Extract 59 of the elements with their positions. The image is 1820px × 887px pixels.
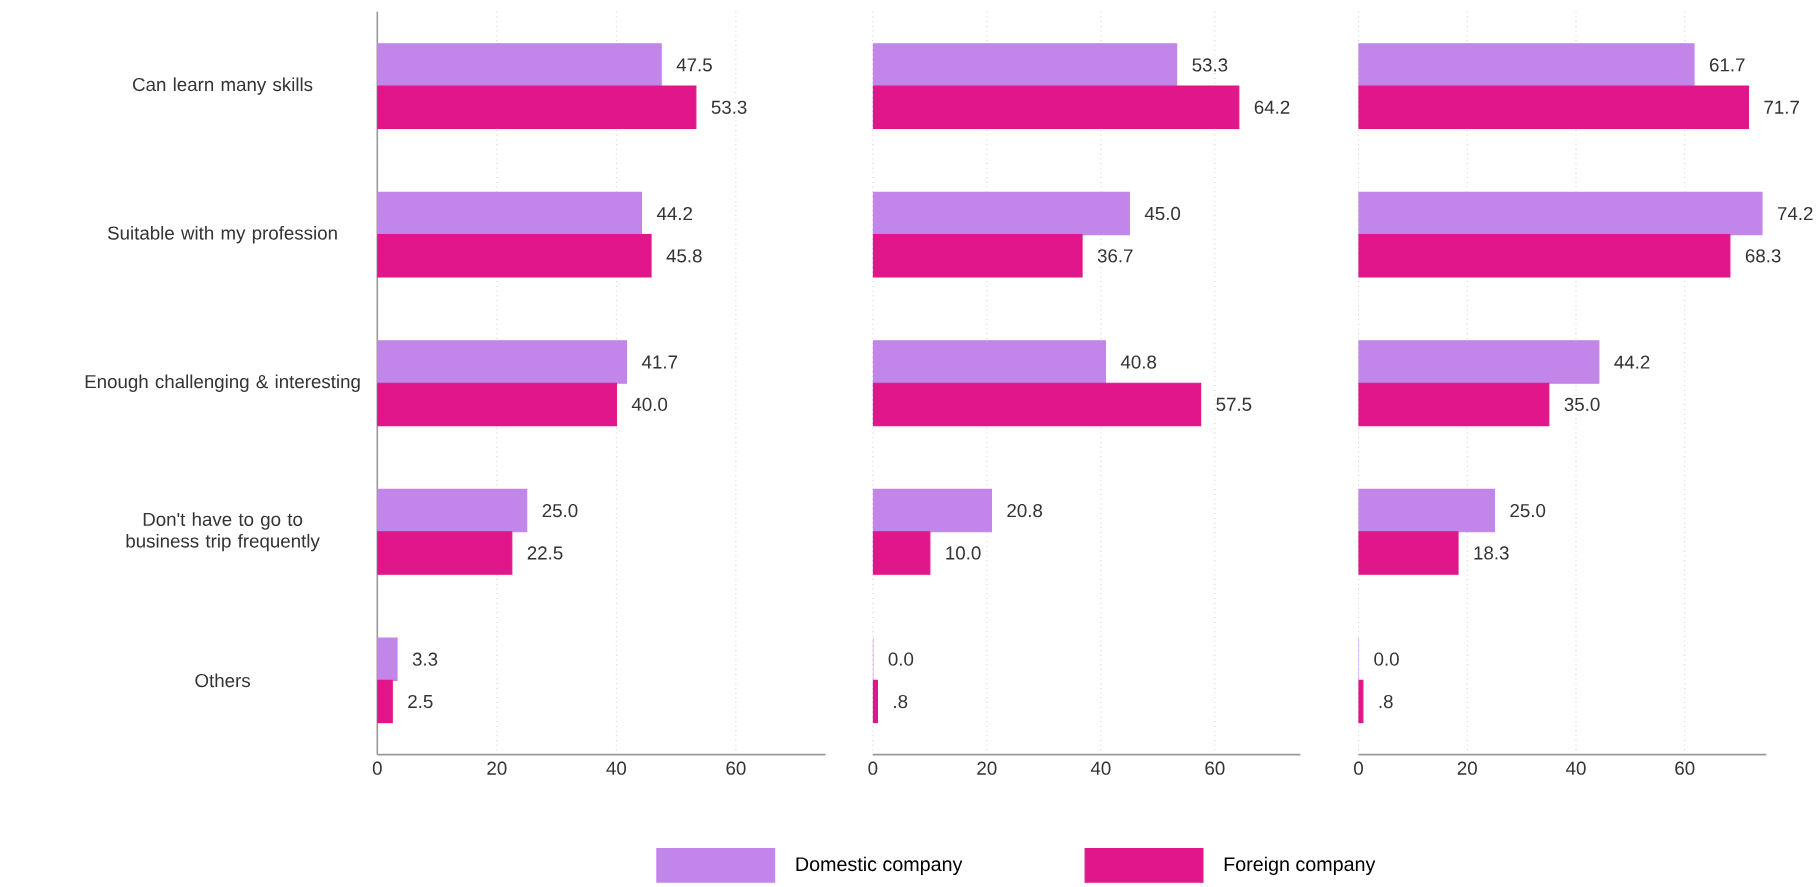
y-tick-label: Others [195,673,250,688]
x-tick-label: 40 [1566,761,1586,776]
data-label: .8 [1379,695,1393,709]
text: Domestic company [796,856,963,876]
data-label: 40.0 [631,397,668,412]
bar [872,85,1240,130]
data-label: .8 [894,695,908,709]
y-tick-label: Don't have to go to business trip frequently [126,512,320,552]
data-label: 40.8 [1120,355,1157,369]
data-label: 22.5 [527,546,563,560]
data-label: 20.8 [1007,504,1043,518]
bar [1358,679,1364,724]
data-label: 41.7 [641,355,678,369]
bar [1358,531,1459,575]
data-label: 3.3 [412,652,438,666]
data-label: 53.3 [711,100,747,115]
x-tick-label: 40 [1090,761,1111,776]
x-tick-label: 60 [726,761,746,776]
data-label: 53.3 [1192,58,1228,72]
x-tick-label: 60 [1675,761,1695,776]
data-label: 61.7 [1710,58,1745,72]
x-tick-label: 60 [1205,761,1225,776]
bar [872,382,1202,427]
data-label: 44.2 [1614,355,1650,369]
x-tick-label: 20 [487,761,507,776]
x-tick-label: 0 [372,761,382,776]
data-label: 57.5 [1216,398,1252,412]
data-label: 2.5 [408,695,433,709]
data-label: 0.0 [1374,652,1399,666]
data-label: 18.3 [1474,546,1509,560]
bar [1358,85,1749,130]
x-tick-label: 20 [977,761,997,776]
data-label: 47.5 [676,58,712,72]
data-label: 25.0 [1510,504,1546,518]
bar [872,531,931,575]
bar [872,679,878,724]
data-label: 10.0 [946,546,981,560]
x-tick-label: 20 [1457,761,1477,776]
data-label: 45.0 [1144,207,1181,221]
data-label: 45.8 [666,249,702,263]
data-label: 68.3 [1745,249,1781,263]
bar [1358,234,1731,278]
text: Foreign company [1224,856,1376,876]
x-tick-label: 40 [606,761,627,776]
data-label: 0.0 [888,652,914,666]
bar [872,234,1083,278]
data-label: 25.0 [542,504,578,518]
data-label: 71.7 [1764,101,1799,114]
bar [1358,382,1550,427]
x-tick-label: 0 [1354,761,1363,776]
data-label: 44.2 [656,207,693,221]
y-tick-label: Suitable with my profession [107,226,337,244]
data-label: 36.7 [1097,249,1133,263]
y-tick-label: Enough challenging & interesting [85,374,360,393]
data-label: 74.2 [1777,207,1813,221]
x-tick-label: 0 [868,761,878,776]
data-label: 35.0 [1564,397,1600,412]
data-label: 64.2 [1254,100,1290,115]
y-tick-label: Can learn many skills [133,77,313,96]
